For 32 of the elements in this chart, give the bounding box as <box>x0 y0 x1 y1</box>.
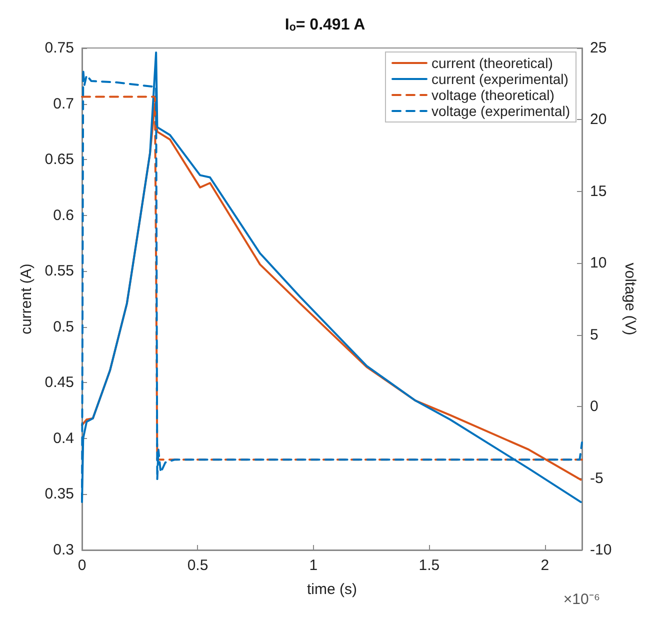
y2-tick-label: 25 <box>590 40 607 56</box>
x-tick-label: 2 <box>540 557 550 574</box>
x-tick-label: 1 <box>309 557 318 574</box>
y-tick-label: 0.6 <box>53 206 74 224</box>
x-axis-title: time (s) <box>307 581 357 598</box>
y2-axis-title: voltage (V) <box>622 262 639 336</box>
y2-tick-label: -5 <box>590 470 604 487</box>
y-tick-label: 0.35 <box>44 486 74 503</box>
y2-tick-label: 10 <box>590 254 607 272</box>
y-axis-title: current (A) <box>18 264 35 334</box>
y2-tick-label: 15 <box>590 182 607 200</box>
chart-title: Iₒ= 0.491 A <box>284 16 366 34</box>
y2-tick-label: 20 <box>590 111 607 128</box>
y-tick-label: 0.4 <box>53 430 74 447</box>
y-tick-label: 0.7 <box>53 95 74 112</box>
y-tick-label: 0.45 <box>44 374 74 392</box>
y-tick-label: 0.3 <box>53 542 74 558</box>
y-tick-label: 0.55 <box>44 262 74 280</box>
x-tick-label: 0.5 <box>187 557 208 574</box>
y2-tick-label: 5 <box>590 326 598 344</box>
y-tick-label: 0.75 <box>44 40 74 56</box>
x-tick-label: 0 <box>78 557 86 574</box>
y2-tick-label: -10 <box>590 542 612 558</box>
y-tick-label: 0.65 <box>44 151 74 168</box>
y2-tick-label: 0 <box>590 398 598 416</box>
y-tick-label: 0.5 <box>53 318 74 336</box>
legend-label: voltage (experimental) <box>431 103 570 119</box>
text: ×10⁻⁶ <box>563 591 600 608</box>
legend-label: current (experimental) <box>431 71 568 87</box>
legend-label: voltage (theoretical) <box>431 87 554 103</box>
legend-label: current (theoretical) <box>431 55 553 71</box>
x-tick-label: 1.5 <box>418 557 440 574</box>
